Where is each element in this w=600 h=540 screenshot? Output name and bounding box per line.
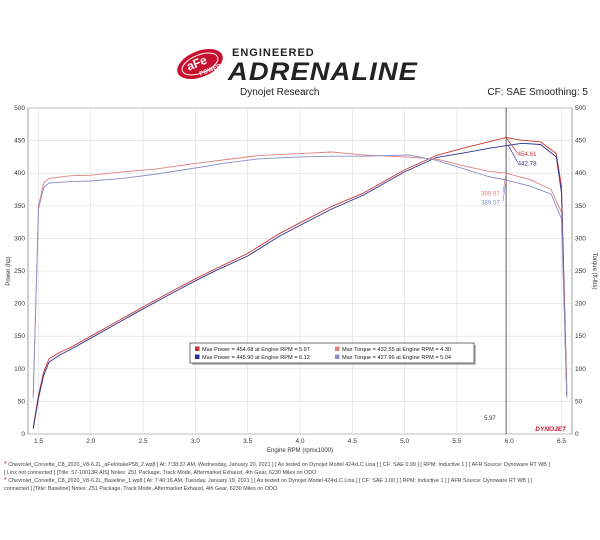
x-axis-label: Engine RPM (rpmx1000) [267,448,333,454]
run-notes-afe: * Chevrolet_Corvette_C8_2020_V8-6.2L_aFe… [4,461,596,477]
annotation-label: 442.78 [518,160,537,167]
y2-tick-label: 500 [575,105,586,112]
header-correction-factor: CF: SAE Smoothing: 5 [487,87,588,98]
legend-marker [195,346,200,351]
asterisk-icon: * [4,461,7,468]
x-tick-label: 6.0 [505,438,514,445]
legend-box: Max Power = 454.68 at Engine RPM = 5.97 M… [189,342,476,365]
y-tick-label: 0 [21,431,25,438]
dynojet-logo: DYNOJET [535,426,567,433]
annotation-arrow [502,173,507,193]
y2-tick-label: 0 [575,431,579,438]
x-tick-label: 3.5 [243,438,252,445]
x-tick-label: 2.0 [86,438,95,445]
y2-axis-label: Torque (ft-lbs) [591,252,597,289]
legend-entry: Max Power = 454.68 at Engine RPM = 5.97 [202,347,310,353]
series-line-2 [32,151,568,395]
annotation-arrow [507,144,518,163]
x-tick-label: 2.5 [139,438,148,445]
y2-tick-label: 50 [575,398,583,405]
legend-frame [189,342,475,364]
brand-title: ADRENALINE [227,58,418,84]
y-tick-label: 100 [14,366,25,373]
annotation-label: 454.61 [518,151,537,158]
y-tick-label: 250 [14,268,25,275]
asterisk-icon: * [4,477,7,484]
y-axis-label: Power (hp) [6,256,12,285]
run-notes-line: connected ] [Title: Baseline] Notes: Z51… [4,485,278,492]
y2-tick-label: 200 [575,301,586,308]
rpm-marker-label: 5.97 [484,416,496,422]
annotation-label: 399.97 [481,190,500,197]
run-notes-line: Chevrolet_Corvette_C8_2020_V8-6.2L_Basel… [8,478,533,484]
x-tick-label: 4.0 [295,438,304,445]
annotation-arrow [505,137,518,154]
y2-tick-label: 450 [575,138,586,145]
run-notes-baseline: * Chevrolet_Corvette_C8_2020_V8-6.2L_Bas… [4,477,596,493]
annotation-arrow [502,179,507,202]
run-notes-line: Chevrolet_Corvette_C8_2020_V8-6.2L_aFeIn… [8,462,550,468]
y-tick-label: 450 [14,138,25,145]
peak-annotations: 454.61 442.78 399.97 389.57 [481,137,537,206]
series-line-3 [32,154,568,399]
y-tick-label: 300 [14,235,25,242]
brand-tagline: ENGINEERED [232,47,315,59]
grid [28,107,572,435]
y-tick-label: 150 [14,333,25,340]
x-tick-label: 6.5 [557,438,566,445]
legend-marker [195,354,200,359]
tick-labels: 1.5 2.0 2.5 3.0 3.5 4.0 4.5 5.0 5.5 6.0 6.5 0 0 50 50 1… [14,105,586,445]
x-tick-label: 5.5 [452,438,461,445]
y2-tick-label: 300 [575,235,586,242]
x-tick-label: 5.0 [400,438,409,445]
x-tick-label: 3.0 [191,438,200,445]
y-tick-label: 500 [14,105,25,112]
dyno-chart: 1.5 2.0 2.5 3.0 3.5 4.0 4.5 5.0 5.5 6.0 6.5 0 0 50 50 1… [6,105,597,454]
y2-tick-label: 350 [575,203,586,210]
annotation-label: 389.57 [481,199,500,206]
brand-logo: aFe POWER ENGINEERED ADRENALINE [0,0,600,86]
series-line-1 [32,142,568,429]
series-line-0 [32,137,568,428]
y-tick-label: 200 [14,301,25,308]
y-tick-label: 50 [18,398,26,405]
legend-marker [335,354,340,359]
legend-entry: Max Torque = 432.55 at Engine RPM = 4.30 [342,347,451,353]
y2-tick-label: 100 [575,366,586,373]
y2-tick-label: 150 [575,333,586,340]
x-tick-label: 4.5 [348,438,357,445]
x-tick-label: 1.5 [34,438,43,445]
series-lines [32,137,568,429]
legend-entry: Max Torque = 427.96 at Engine RPM = 5.04 [342,355,451,361]
y2-tick-label: 250 [575,268,586,275]
y-tick-label: 400 [14,170,25,177]
y-tick-label: 350 [14,203,25,210]
rpm-marker: 5.97 [484,108,507,434]
header-dynojet-research: Dynojet Research [240,87,320,98]
afe-badge-icon: aFe POWER [177,48,223,80]
run-notes-line: [ Linx not connected ] [Title: 57-10013R… [4,469,317,476]
y2-tick-label: 400 [575,170,586,177]
legend-marker [335,346,340,351]
legend-entry: Max Power = 445.90 at Engine RPM = 6.12 [202,355,310,361]
